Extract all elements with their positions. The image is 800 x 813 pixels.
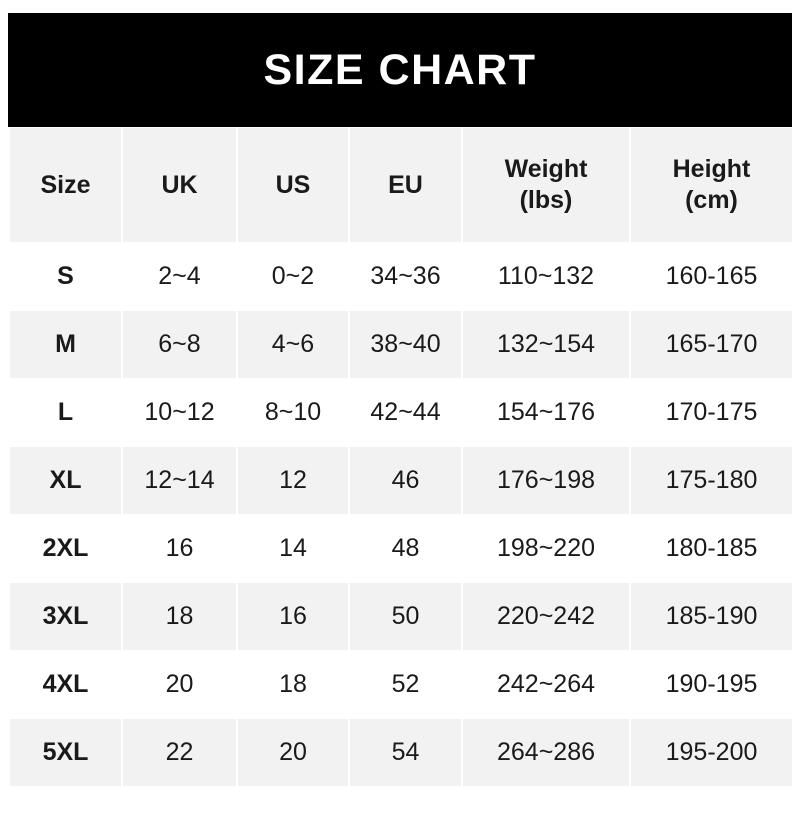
column-header-height: Height (cm) [631,128,792,242]
table-row: 4XL 20 18 52 242~264 190-195 [10,651,792,718]
title-bar: SIZE CHART [8,13,792,127]
cell-eu: 34~36 [350,243,461,310]
cell-height: 170-175 [631,379,792,446]
cell-uk: 12~14 [123,447,236,514]
column-header-uk: UK [123,128,236,242]
table-row: L 10~12 8~10 42~44 154~176 170-175 [10,379,792,446]
cell-eu: 46 [350,447,461,514]
table-row: 3XL 18 16 50 220~242 185-190 [10,583,792,650]
table-row: S 2~4 0~2 34~36 110~132 160-165 [10,243,792,310]
cell-weight: 154~176 [463,379,629,446]
cell-uk: 10~12 [123,379,236,446]
size-label-cell: XL [10,447,121,514]
column-header-label: US [275,170,311,199]
cell-eu: 50 [350,583,461,650]
cell-weight: 110~132 [463,243,629,310]
column-header-unit: (lbs) [519,186,573,214]
cell-height: 165-170 [631,311,792,378]
column-header-us: US [238,128,348,242]
cell-height: 195-200 [631,719,792,786]
column-header-label: EU [388,170,423,199]
cell-uk: 6~8 [123,311,236,378]
cell-us: 8~10 [238,379,348,446]
cell-eu: 54 [350,719,461,786]
cell-height: 175-180 [631,447,792,514]
column-header-eu: EU [350,128,461,242]
size-chart: SIZE CHART Size UK US EU Weight (lbs) Height (c… [8,13,792,787]
cell-weight: 198~220 [463,515,629,582]
cell-uk: 16 [123,515,236,582]
cell-height: 180-185 [631,515,792,582]
page-title: SIZE CHART [263,45,537,94]
cell-uk: 20 [123,651,236,718]
cell-eu: 48 [350,515,461,582]
column-header-label: Size [40,170,91,199]
header-row: Size UK US EU Weight (lbs) Height (cm) [10,128,792,242]
cell-us: 4~6 [238,311,348,378]
cell-weight: 242~264 [463,651,629,718]
size-label-cell: 3XL [10,583,121,650]
size-label-cell: L [10,379,121,446]
cell-height: 185-190 [631,583,792,650]
table-row: XL 12~14 12 46 176~198 175-180 [10,447,792,514]
column-header-size: Size [10,128,121,242]
column-header-weight: Weight (lbs) [463,128,629,242]
cell-us: 18 [238,651,348,718]
size-chart-table: Size UK US EU Weight (lbs) Height (cm) S 2~4 0~2 3… [8,127,794,787]
size-label-cell: 4XL [10,651,121,718]
cell-us: 12 [238,447,348,514]
cell-us: 16 [238,583,348,650]
cell-us: 14 [238,515,348,582]
cell-weight: 220~242 [463,583,629,650]
column-header-label: Height [672,155,751,183]
column-header-label: Weight [504,155,588,183]
cell-uk: 18 [123,583,236,650]
cell-us: 20 [238,719,348,786]
table-row: M 6~8 4~6 38~40 132~154 165-170 [10,311,792,378]
size-label-cell: 2XL [10,515,121,582]
cell-eu: 42~44 [350,379,461,446]
cell-height: 160-165 [631,243,792,310]
cell-us: 0~2 [238,243,348,310]
cell-uk: 22 [123,719,236,786]
cell-weight: 264~286 [463,719,629,786]
column-header-unit: (cm) [685,186,738,214]
cell-weight: 176~198 [463,447,629,514]
table-row: 5XL 22 20 54 264~286 195-200 [10,719,792,786]
cell-uk: 2~4 [123,243,236,310]
table-header: Size UK US EU Weight (lbs) Height (cm) [10,128,792,242]
cell-height: 190-195 [631,651,792,718]
cell-weight: 132~154 [463,311,629,378]
table-row: 2XL 16 14 48 198~220 180-185 [10,515,792,582]
size-label-cell: M [10,311,121,378]
size-label-cell: 5XL [10,719,121,786]
cell-eu: 52 [350,651,461,718]
size-label-cell: S [10,243,121,310]
table-body: S 2~4 0~2 34~36 110~132 160-165 M 6~8 4~6 38~40 13… [10,243,792,786]
cell-eu: 38~40 [350,311,461,378]
column-header-label: UK [161,170,198,199]
